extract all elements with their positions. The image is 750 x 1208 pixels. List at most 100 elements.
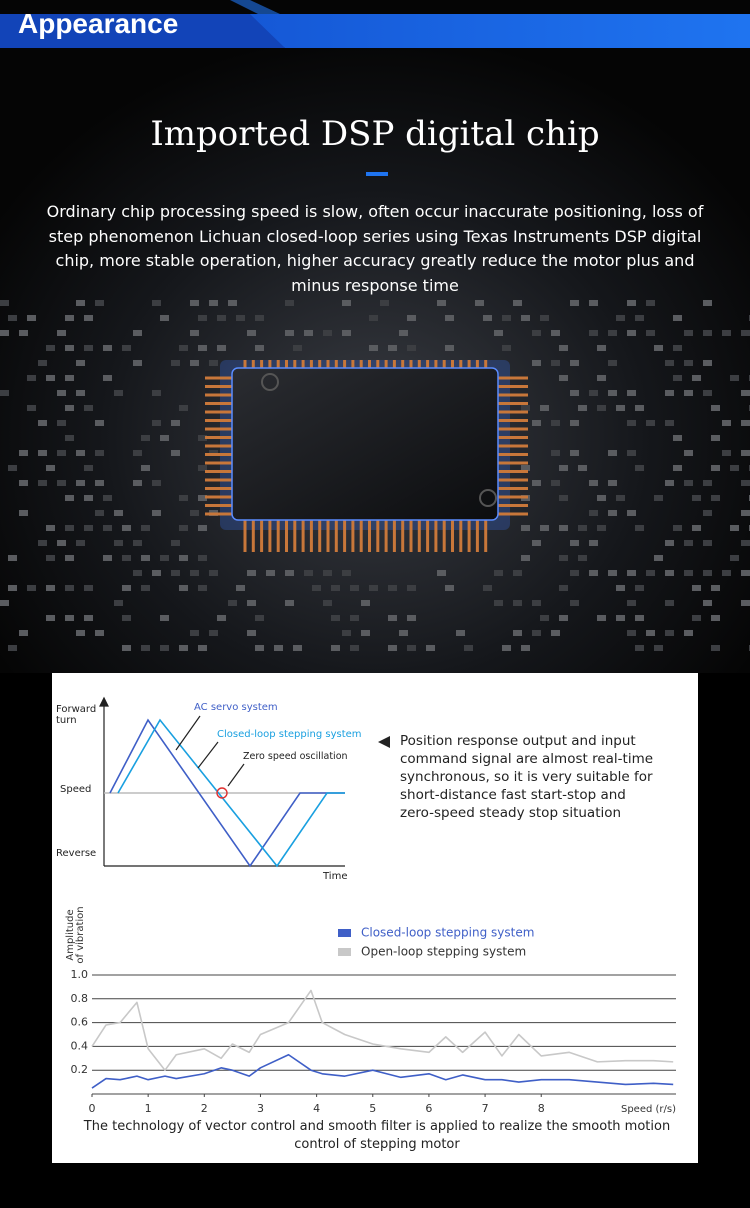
pcb-pad <box>673 525 682 531</box>
note-arrow <box>378 736 390 748</box>
pcb-pad <box>76 360 85 366</box>
pcb-pad <box>133 480 142 486</box>
pcb-pad <box>57 390 66 396</box>
pcb-pad <box>369 585 378 591</box>
pcb-pad <box>684 450 693 456</box>
pcb-pad <box>190 330 199 336</box>
pcb-pad <box>8 465 17 471</box>
pcb-pad <box>179 345 188 351</box>
pcb-pad <box>217 315 226 321</box>
pcb-pad <box>114 390 123 396</box>
pointer <box>227 763 245 787</box>
y-bottom-label: Reverse <box>56 848 97 859</box>
pcb-pad <box>84 615 93 621</box>
hero-description: Ordinary chip processing speed is slow, … <box>46 202 704 295</box>
pcb-pad <box>578 555 587 561</box>
pcb-pad <box>692 375 701 381</box>
pcb-pad <box>57 540 66 546</box>
pcb-pad <box>76 300 85 306</box>
pcb-pad <box>198 345 207 351</box>
pcb-pad <box>703 540 712 546</box>
y-tick-label: 0.8 <box>71 992 89 1005</box>
pcb-pad <box>521 315 530 321</box>
pcb-pad <box>627 630 636 636</box>
pcb-pad <box>589 300 598 306</box>
pcb-pad <box>692 495 701 501</box>
pcb-pad <box>445 315 454 321</box>
pcb-pad <box>502 645 511 651</box>
pcb-pad <box>589 330 598 336</box>
pcb-pad <box>228 300 237 306</box>
pcb-pad <box>627 390 636 396</box>
pcb-pad <box>654 645 663 651</box>
pcb-pad <box>589 570 598 576</box>
pcb-pad <box>122 525 131 531</box>
pcb-pad <box>171 540 180 546</box>
pcb-pad <box>103 345 112 351</box>
pcb-pad <box>331 585 340 591</box>
pcb-pad <box>692 585 701 591</box>
pcb-pad <box>608 360 617 366</box>
pcb-pad <box>350 615 359 621</box>
pcb-pad <box>388 345 397 351</box>
pcb-pad <box>426 645 435 651</box>
pcb-pad <box>190 300 199 306</box>
pcb-pad <box>665 630 674 636</box>
pcb-pad <box>532 420 541 426</box>
ac-servo-label: AC servo system <box>194 702 278 713</box>
pcb-pad <box>160 615 169 621</box>
pcb-pad <box>494 570 503 576</box>
pcb-pad <box>730 375 739 381</box>
pcb-pad <box>551 480 560 486</box>
pcb-pad <box>209 630 218 636</box>
pcb-pad <box>160 315 169 321</box>
pcb-pads <box>0 300 750 651</box>
pcb-pad <box>741 570 750 576</box>
pcb-pad <box>19 330 28 336</box>
header-bar <box>250 14 750 48</box>
pcb-pad <box>0 390 9 396</box>
y-tick-label: 0.4 <box>71 1039 89 1052</box>
pcb-pad <box>198 645 207 651</box>
pcb-pad <box>95 480 104 486</box>
legend-swatch <box>338 948 351 956</box>
pcb-pad <box>84 495 93 501</box>
pcb-pad <box>703 330 712 336</box>
pcb-pad <box>540 615 549 621</box>
pcb-pad <box>8 315 17 321</box>
pcb-pad <box>350 645 359 651</box>
pcb-pad <box>133 570 142 576</box>
series-line <box>91 989 674 1071</box>
pcb-pad <box>407 585 416 591</box>
pcb-pad <box>190 630 199 636</box>
pcb-pad <box>342 630 351 636</box>
legend-label: Open-loop stepping system <box>361 945 526 959</box>
pcb-pad <box>152 390 161 396</box>
pcb-pad <box>502 345 511 351</box>
pcb-pad <box>46 585 55 591</box>
pcb-pad <box>684 630 693 636</box>
pcb-pad <box>741 540 750 546</box>
pcb-pad <box>608 450 617 456</box>
pcb-pad <box>179 585 188 591</box>
pcb-pad <box>578 405 587 411</box>
pcb-pad <box>665 420 674 426</box>
pcb-pad <box>46 525 55 531</box>
pcb-pad <box>323 600 332 606</box>
pcb-pad <box>722 450 731 456</box>
pcb-pad <box>133 450 142 456</box>
pcb-pad <box>236 315 245 321</box>
pcb-pad <box>38 360 47 366</box>
pcb-pad <box>684 330 693 336</box>
pcb-pad <box>665 390 674 396</box>
pointer <box>197 741 219 769</box>
pcb-pad <box>122 585 131 591</box>
pcb-pad <box>19 630 28 636</box>
pcb-pad <box>665 600 674 606</box>
pcb-pad <box>141 585 150 591</box>
pcb-pad <box>445 345 454 351</box>
pcb-pad <box>703 300 712 306</box>
pcb-pad <box>38 420 47 426</box>
pcb-pad <box>722 420 731 426</box>
